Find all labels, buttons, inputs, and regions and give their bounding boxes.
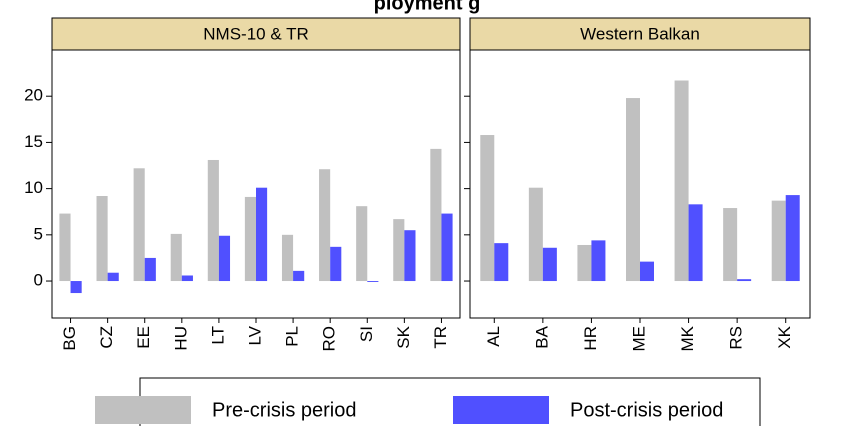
- x-tick-label: SI: [357, 326, 376, 342]
- x-tick-label: RO: [320, 326, 339, 352]
- x-tick-label: LV: [245, 325, 264, 345]
- bar: [170, 233, 182, 282]
- chart-title: ployment g: [374, 0, 481, 14]
- bar: [737, 279, 752, 282]
- bar: [640, 261, 654, 282]
- bar: [688, 204, 703, 282]
- panel-strip: [51, 17, 461, 51]
- x-tick-label: HR: [581, 326, 600, 351]
- y-tick-label: 20: [24, 86, 43, 105]
- x-tick-label: EE: [134, 326, 153, 349]
- bar: [281, 234, 294, 282]
- legend-box: [139, 377, 761, 426]
- bar: [367, 281, 379, 282]
- bar: [430, 148, 442, 282]
- bar: [133, 168, 145, 282]
- bar: [591, 240, 606, 282]
- x-tick-label: BG: [60, 326, 79, 351]
- bar: [542, 247, 557, 282]
- y-tick-label: 10: [24, 178, 43, 197]
- bar: [723, 208, 738, 282]
- bar: [480, 135, 495, 282]
- legend-label: Pre-crisis period: [212, 399, 356, 421]
- y-tick-label: 5: [34, 224, 43, 243]
- x-tick-label: RS: [727, 326, 746, 350]
- bar: [70, 281, 82, 294]
- panel-frame: [51, 49, 461, 319]
- x-tick-label: BA: [532, 325, 551, 348]
- bar: [771, 200, 786, 282]
- x-tick-label: MK: [678, 325, 697, 351]
- bar: [577, 244, 592, 282]
- legend-swatch: [95, 396, 191, 424]
- legend-label: Post-crisis period: [570, 399, 723, 421]
- bar: [785, 195, 800, 282]
- bar: [107, 272, 119, 282]
- bar: [207, 159, 219, 282]
- bar: [494, 243, 509, 282]
- bar: [144, 257, 156, 282]
- y-tick-label: 0: [34, 271, 43, 290]
- x-tick-label: LT: [208, 326, 227, 345]
- x-tick-label: PL: [283, 326, 302, 347]
- panel-title: NMS-10 & TR: [203, 24, 309, 43]
- x-tick-label: SK: [394, 325, 413, 348]
- bar: [218, 235, 231, 282]
- bar: [330, 246, 342, 282]
- bar: [528, 187, 543, 282]
- x-tick-label: HU: [171, 326, 190, 351]
- bar: [319, 169, 331, 282]
- x-tick-label: XK: [775, 325, 794, 348]
- x-tick-label: ME: [629, 326, 648, 352]
- x-tick-label: AL: [484, 326, 503, 347]
- bar: [96, 196, 108, 282]
- bar: [59, 213, 71, 282]
- x-tick-label: CZ: [97, 326, 116, 349]
- y-tick-label: 15: [24, 132, 43, 151]
- panel-title: Western Balkan: [580, 24, 700, 43]
- bar: [293, 270, 305, 282]
- bar: [626, 98, 640, 282]
- panel-strip: [469, 17, 811, 51]
- bar: [356, 206, 368, 282]
- bar: [393, 219, 405, 282]
- bar: [674, 80, 689, 282]
- panel-frame: [469, 49, 811, 319]
- bar: [441, 213, 453, 282]
- bar: [181, 275, 193, 282]
- bar: [404, 230, 416, 282]
- bar: [244, 196, 256, 282]
- legend-swatch: [453, 396, 549, 424]
- bar: [256, 187, 268, 282]
- x-tick-label: TR: [431, 326, 450, 349]
